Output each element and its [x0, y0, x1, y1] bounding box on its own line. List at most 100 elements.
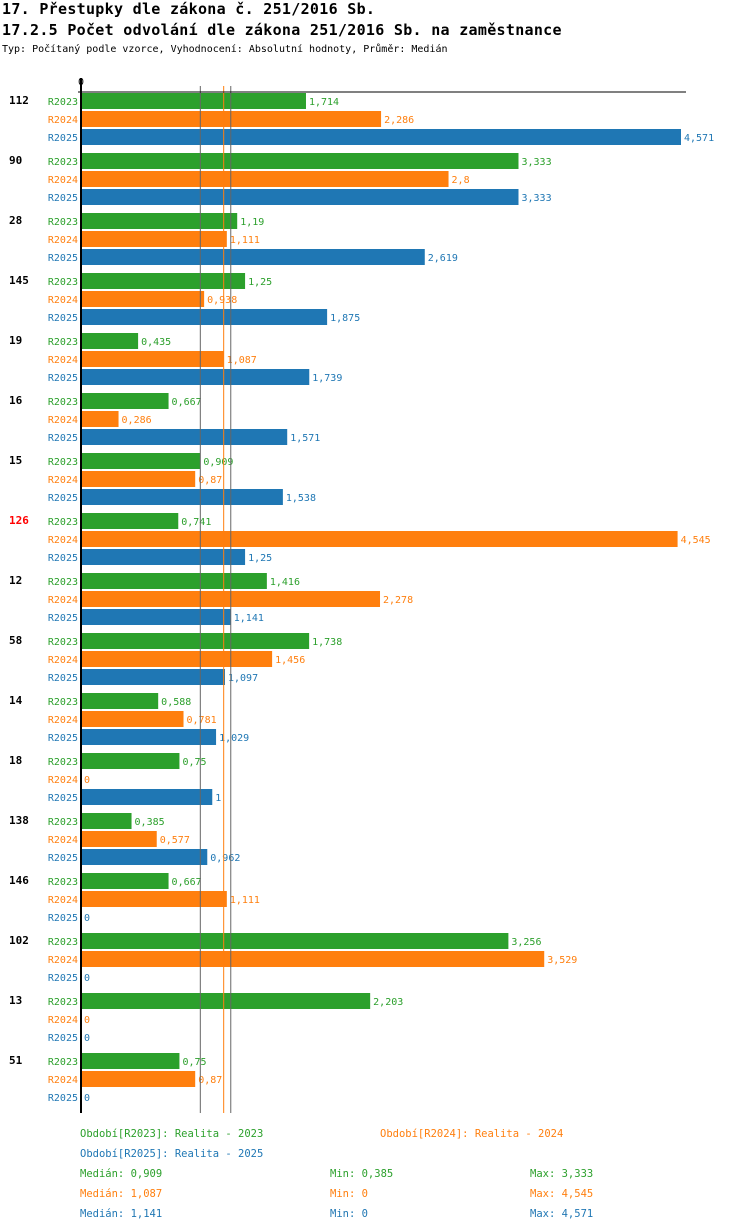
bar-r2023 — [81, 993, 371, 1009]
group-label: 12 — [9, 574, 22, 587]
series-label: R2024 — [48, 955, 78, 966]
series-label: R2025 — [48, 973, 78, 984]
data-label: 0,909 — [203, 457, 233, 468]
bar-r2025 — [81, 189, 519, 205]
series-label: R2023 — [48, 697, 78, 708]
data-label: 1,141 — [234, 613, 264, 624]
bar-r2023 — [81, 693, 159, 709]
series-label: R2023 — [48, 517, 78, 528]
bar-r2024 — [81, 831, 157, 847]
data-label: 2,286 — [384, 115, 414, 126]
bar-r2023 — [81, 213, 238, 229]
series-label: R2024 — [48, 1075, 78, 1086]
data-label: 4,571 — [684, 133, 714, 144]
series-label: R2024 — [48, 595, 78, 606]
legend-r2025: Období[R2025]: Realita - 2025 — [80, 1148, 264, 1160]
group-label: 90 — [9, 154, 22, 167]
data-label: 0 — [84, 775, 90, 786]
series-label: R2023 — [48, 637, 78, 648]
min-r2023: Min: 0,385 — [330, 1168, 394, 1180]
series-label: R2024 — [48, 115, 78, 126]
series-label: R2023 — [48, 577, 78, 588]
series-label: R2025 — [48, 613, 78, 624]
series-label: R2025 — [48, 553, 78, 564]
bar-r2024 — [81, 891, 227, 907]
series-label: R2025 — [48, 253, 78, 264]
data-label: 0,75 — [182, 757, 206, 768]
series-label: R2024 — [48, 355, 78, 366]
legend-r2024: Období[R2024]: Realita - 2024 — [380, 1128, 564, 1140]
median-r2025: Medián: 1,141 — [80, 1208, 163, 1220]
data-label: 1,739 — [312, 373, 342, 384]
data-label: 1,456 — [275, 655, 305, 666]
data-label: 3,333 — [521, 193, 551, 204]
data-label: 1,25 — [248, 553, 272, 564]
series-label: R2023 — [48, 457, 78, 468]
data-label: 1,111 — [230, 895, 260, 906]
bar-r2024 — [81, 351, 224, 367]
group-label: 15 — [9, 454, 22, 467]
data-label: 1,738 — [312, 637, 342, 648]
series-label: R2024 — [48, 835, 78, 846]
bar-r2023 — [81, 393, 169, 409]
bar-r2024 — [81, 651, 273, 667]
series-label: R2025 — [48, 313, 78, 324]
bar-r2023 — [81, 753, 180, 769]
data-label: 1,416 — [270, 577, 300, 588]
data-label: 0 — [84, 973, 90, 984]
series-label: R2023 — [48, 877, 78, 888]
bar-r2025 — [81, 609, 231, 625]
series-label: R2024 — [48, 715, 78, 726]
series-label: R2024 — [48, 295, 78, 306]
max-r2024: Max: 4,545 — [530, 1188, 594, 1200]
group-label: 28 — [9, 214, 22, 227]
data-label: 0,75 — [182, 1057, 206, 1068]
series-label: R2025 — [48, 493, 78, 504]
bar-r2025 — [81, 429, 288, 445]
data-label: 1,714 — [309, 97, 339, 108]
bar-r2023 — [81, 873, 169, 889]
series-label: R2025 — [48, 733, 78, 744]
max-r2023: Max: 3,333 — [530, 1168, 594, 1180]
data-label: 0,435 — [141, 337, 171, 348]
series-label: R2025 — [48, 1033, 78, 1044]
series-label: R2025 — [48, 373, 78, 384]
data-label: 1 — [215, 793, 221, 804]
series-label: R2025 — [48, 673, 78, 684]
bar-r2023 — [81, 93, 306, 109]
data-label: 2,8 — [452, 175, 470, 186]
data-label: 0,741 — [181, 517, 211, 528]
series-label: R2025 — [48, 1093, 78, 1104]
data-label: 1,875 — [330, 313, 360, 324]
data-label: 1,571 — [290, 433, 320, 444]
chart-title: 17.2.5 Počet odvolání dle zákona 251/201… — [2, 21, 562, 39]
series-label: R2024 — [48, 535, 78, 546]
group-label: 58 — [9, 634, 22, 647]
series-label: R2023 — [48, 97, 78, 108]
median-r2023: Medián: 0,909 — [80, 1168, 163, 1180]
group-label: 16 — [9, 394, 23, 407]
data-label: 2,278 — [383, 595, 413, 606]
data-label: 1,029 — [219, 733, 249, 744]
data-label: 0,87 — [198, 475, 222, 486]
data-label: 0,286 — [122, 415, 152, 426]
group-label: 19 — [9, 334, 22, 347]
bar-r2025 — [81, 489, 283, 505]
series-label: R2023 — [48, 217, 78, 228]
min-r2024: Min: 0 — [330, 1188, 368, 1200]
data-label: 3,529 — [547, 955, 577, 966]
chart-info: Typ: Počítaný podle vzorce, Vyhodnocení:… — [2, 44, 448, 55]
data-label: 0,938 — [207, 295, 237, 306]
bar-r2024 — [81, 531, 678, 547]
bar-r2025 — [81, 129, 681, 145]
data-label: 1,19 — [240, 217, 264, 228]
bar-r2023 — [81, 1053, 180, 1069]
data-label: 1,097 — [228, 673, 258, 684]
series-label: R2025 — [48, 133, 78, 144]
data-label: 0,588 — [161, 697, 191, 708]
bar-chart: 0 1 12 R2023 1,714 R2024 2,286 R2025 4,571 90 R202… — [9, 77, 714, 1113]
bar-r2023 — [81, 273, 246, 289]
data-label: 0,667 — [172, 397, 202, 408]
series-label: R2023 — [48, 277, 78, 288]
series-label: R2024 — [48, 235, 78, 246]
